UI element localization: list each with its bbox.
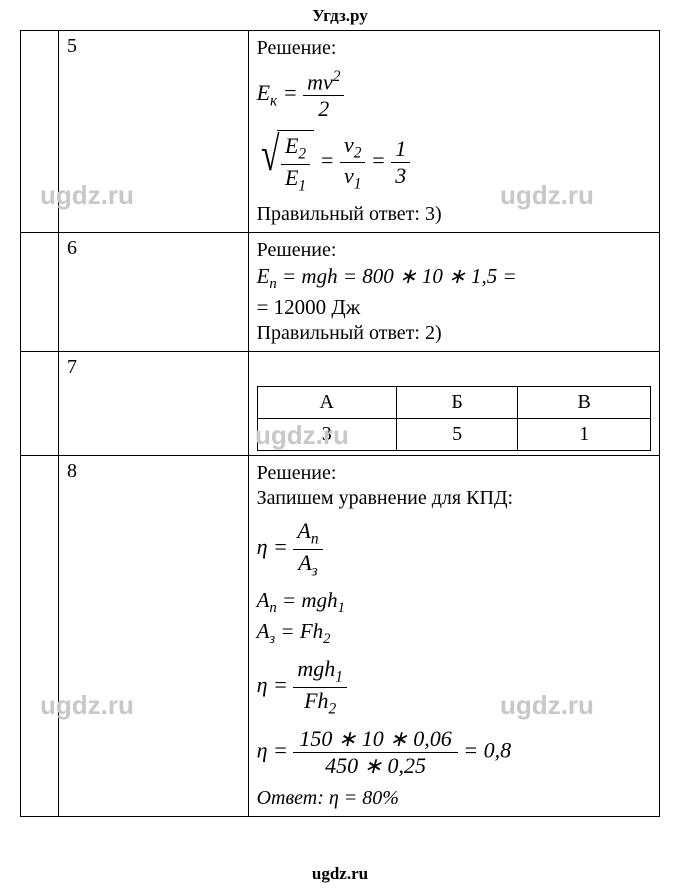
numerator: 1 — [391, 136, 410, 163]
table-header: В — [518, 387, 651, 419]
var: v — [344, 132, 354, 157]
denominator: 2 — [303, 96, 344, 122]
table-row: 7 А Б В 3 5 1 — [21, 352, 660, 456]
solution-label: Решение: — [257, 239, 651, 262]
var: E — [257, 264, 270, 288]
text-line: Запишем уравнение для КПД: — [257, 487, 651, 510]
var: A — [297, 518, 310, 543]
formula: Eк = mv22 — [257, 68, 651, 122]
table-cell: 5 — [396, 419, 518, 451]
var: η = — [257, 738, 294, 763]
eq: = — [314, 148, 340, 173]
formula: η = mgh1 Fh2 — [257, 656, 651, 718]
subscript: 2 — [329, 700, 337, 717]
answer-text: Правильный ответ: 3) — [257, 203, 651, 226]
eq: = — [277, 80, 303, 105]
formula: Aп = mgh1 — [257, 588, 651, 617]
solution-label: Решение: — [257, 462, 651, 485]
sqrt: √ E2 E1 — [257, 130, 315, 195]
denominator: 450 ∗ 0,25 — [293, 753, 457, 779]
subscript: 1 — [354, 176, 362, 193]
table-cell: 3 — [257, 419, 396, 451]
solution-cell: Решение: Eп = mgh = 800 ∗ 10 ∗ 1,5 = = 1… — [248, 233, 659, 352]
solution-cell: Решение: Eк = mv22 √ E2 E1 = v2v1 = 13 П… — [248, 31, 659, 233]
table-row: 8 Решение: Запишем уравнение для КПД: η … — [21, 456, 660, 817]
table-row: 5 Решение: Eк = mv22 √ E2 E1 = v2v1 = 13… — [21, 31, 660, 233]
var: E — [285, 133, 298, 158]
var: η = — [257, 534, 294, 559]
subscript: 2 — [354, 144, 362, 161]
var: A — [257, 588, 270, 612]
subscript: п — [269, 600, 276, 616]
var: E — [285, 165, 298, 190]
problem-number: 8 — [58, 456, 248, 817]
formula: η = AпAз — [257, 518, 651, 580]
subscript: п — [269, 276, 276, 292]
table-cell: 1 — [518, 419, 651, 451]
formula: Eп = mgh = 800 ∗ 10 ∗ 1,5 = — [257, 264, 651, 293]
var: v — [344, 163, 354, 188]
result: = 0,8 — [458, 738, 511, 763]
subscript: 2 — [323, 631, 330, 647]
numerator: mgh — [297, 656, 335, 681]
problem-number: 6 — [58, 233, 248, 352]
table-header: А — [257, 387, 396, 419]
var: η = — [257, 672, 294, 697]
eq: = — [365, 148, 391, 173]
table-row: 6 Решение: Eп = mgh = 800 ∗ 10 ∗ 1,5 = =… — [21, 233, 660, 352]
numerator: mv — [307, 69, 333, 94]
answer-table: А Б В 3 5 1 — [257, 386, 651, 451]
page-footer: ugdz.ru — [0, 864, 680, 884]
subscript: 1 — [338, 600, 345, 616]
subscript: 1 — [298, 177, 306, 194]
problem-number: 5 — [58, 31, 248, 233]
answer-text: Правильный ответ: 2) — [257, 322, 651, 345]
solution-cell: А Б В 3 5 1 — [248, 352, 659, 456]
formula: η = 150 ∗ 10 ∗ 0,06450 ∗ 0,25 = 0,8 — [257, 726, 651, 779]
solution-label: Решение: — [257, 37, 651, 60]
page-header: Угдз.ру — [0, 0, 680, 30]
subscript: з — [312, 562, 318, 579]
answer-text: Ответ: η = 80% — [257, 787, 651, 810]
formula: Aз = Fh2 — [257, 619, 651, 648]
problem-number: 7 — [58, 352, 248, 456]
subscript: п — [311, 531, 319, 548]
denominator: 3 — [391, 163, 410, 189]
solution-cell: Решение: Запишем уравнение для КПД: η = … — [248, 456, 659, 817]
subscript: 1 — [335, 669, 343, 686]
expr: = mgh = 800 ∗ 10 ∗ 1,5 = — [277, 264, 517, 288]
solutions-table: 5 Решение: Eк = mv22 √ E2 E1 = v2v1 = 13… — [20, 30, 660, 817]
var: A — [298, 550, 311, 575]
superscript: 2 — [333, 68, 341, 85]
denominator: Fh — [304, 688, 328, 713]
var: E — [257, 80, 270, 105]
formula: = 12000 Дж — [257, 295, 651, 320]
table-header: Б — [396, 387, 518, 419]
formula: √ E2 E1 = v2v1 = 13 — [257, 130, 651, 195]
numerator: 150 ∗ 10 ∗ 0,06 — [293, 726, 457, 753]
var: A — [257, 619, 270, 643]
subscript: 2 — [298, 146, 306, 163]
sqrt-icon: √ — [261, 136, 279, 201]
expr: = mgh — [277, 588, 338, 612]
expr: = Fh — [275, 619, 323, 643]
